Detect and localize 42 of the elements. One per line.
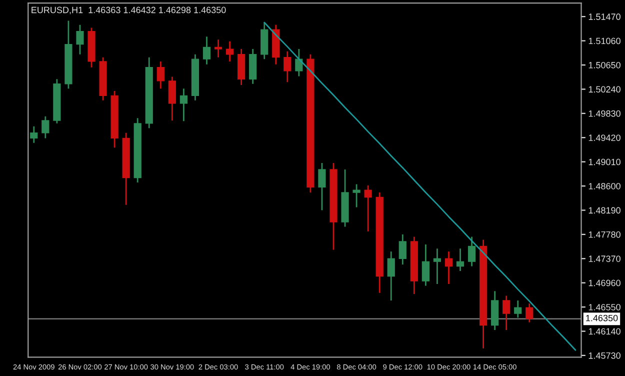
candlestick bbox=[318, 162, 326, 211]
candlestick bbox=[295, 48, 303, 77]
y-tick-label: 1.47370 bbox=[588, 256, 620, 262]
candlestick bbox=[514, 300, 522, 318]
y-tick-label: 1.45730 bbox=[588, 352, 620, 359]
candlestick bbox=[202, 36, 211, 66]
candlestick bbox=[364, 184, 372, 232]
chart-title: EURUSD,H1 1.46363 1.46432 1.46298 1.46350 bbox=[32, 6, 226, 14]
candlestick bbox=[352, 184, 360, 208]
candlestick bbox=[456, 248, 464, 272]
candlestick bbox=[168, 76, 176, 122]
candlestick bbox=[526, 302, 534, 324]
y-tick-label: 1.46140 bbox=[588, 328, 620, 335]
candlestick bbox=[422, 244, 430, 286]
candlestick bbox=[387, 250, 395, 302]
candlestick bbox=[433, 248, 442, 285]
candlestick bbox=[42, 116, 50, 139]
candlestick bbox=[398, 234, 406, 266]
y-tick-label: 1.50240 bbox=[588, 86, 620, 93]
candlestick bbox=[284, 50, 292, 83]
y-tick-label: 1.51470 bbox=[588, 14, 620, 20]
line-series bbox=[264, 22, 576, 351]
candlestick bbox=[214, 38, 222, 58]
candlestick bbox=[502, 295, 510, 331]
candlestick bbox=[444, 250, 453, 285]
y-tick-label: 1.49420 bbox=[588, 134, 620, 141]
y-tick-label: 1.47780 bbox=[588, 231, 620, 238]
y-tick-label: 1.50650 bbox=[588, 62, 620, 68]
y-tick-label: 1.51060 bbox=[588, 38, 620, 44]
candlestick bbox=[226, 40, 234, 62]
candlestick bbox=[156, 60, 164, 90]
ref-line-label: 1.46350 bbox=[586, 314, 618, 322]
candlestick bbox=[468, 236, 476, 267]
y-tick-label: 1.48190 bbox=[588, 207, 620, 214]
y-tick-label: 1.49010 bbox=[588, 158, 620, 166]
candlestick bbox=[30, 126, 38, 144]
y-tick-label: 1.46960 bbox=[588, 280, 620, 286]
y-tick-label: 1.46550 bbox=[588, 304, 620, 310]
y-tick-label: 1.49830 bbox=[588, 110, 620, 117]
candlestick bbox=[76, 24, 84, 56]
y-tick-label: 1.48600 bbox=[588, 182, 620, 190]
candlestick bbox=[180, 88, 188, 122]
